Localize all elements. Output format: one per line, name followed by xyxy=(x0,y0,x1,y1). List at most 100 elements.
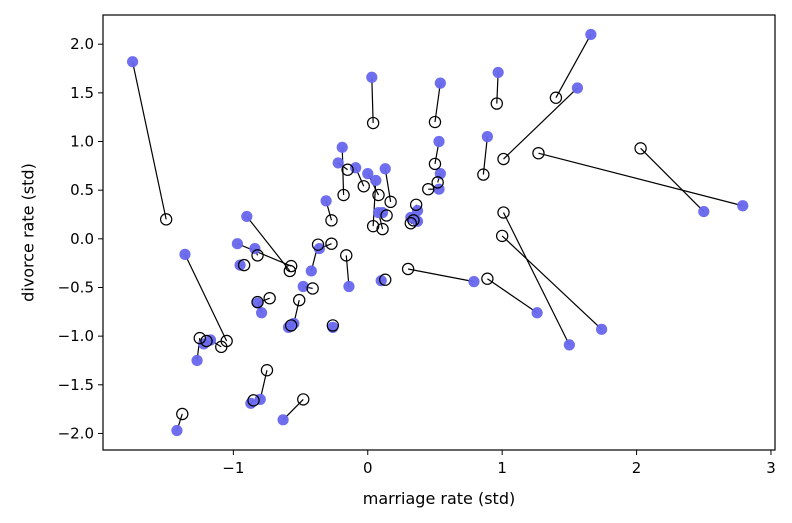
connector-line xyxy=(482,136,488,175)
y-tick-label: 1.5 xyxy=(70,84,94,102)
observed-point xyxy=(370,174,382,187)
x-tick-label: 3 xyxy=(766,459,776,477)
connector-line xyxy=(503,87,578,160)
y-tick-label: −2.0 xyxy=(58,424,94,442)
observed-point xyxy=(251,297,264,309)
predicted-point xyxy=(341,163,354,176)
predicted-point xyxy=(337,188,350,202)
observed-point xyxy=(596,323,608,335)
predicted-point xyxy=(200,334,213,348)
y-tick-label: 0.5 xyxy=(70,181,94,199)
predicted-point xyxy=(263,291,276,305)
observed-point xyxy=(379,163,391,175)
predicted-point xyxy=(340,249,353,262)
connector-line xyxy=(184,254,228,342)
predicted-point xyxy=(284,259,298,273)
y-tick-label: −1.0 xyxy=(58,327,94,345)
predicted-point xyxy=(422,182,435,196)
predicted-point xyxy=(237,258,251,272)
predicted-point xyxy=(372,188,385,202)
x-tick-label: 1 xyxy=(497,459,507,477)
predicted-point xyxy=(409,198,423,211)
predicted-point xyxy=(366,219,380,233)
predicted-point xyxy=(260,364,274,377)
predicted-point xyxy=(376,222,389,236)
predicted-point xyxy=(176,407,189,421)
predicted-point xyxy=(634,142,647,155)
observed-point xyxy=(126,56,139,68)
observed-point xyxy=(481,131,493,143)
predicted-point xyxy=(326,319,340,332)
predicted-point xyxy=(379,273,392,286)
connector-line xyxy=(555,34,592,99)
connector-line xyxy=(237,243,292,267)
connector-line xyxy=(131,61,167,220)
predicted-point xyxy=(325,237,338,250)
observed-point xyxy=(737,200,749,212)
observed-point xyxy=(468,276,480,288)
observed-point xyxy=(234,259,246,271)
predicted-points xyxy=(159,91,647,421)
connector-line xyxy=(640,147,705,213)
observed-point xyxy=(350,162,362,174)
x-tick-label: 2 xyxy=(632,459,642,477)
predicted-point xyxy=(428,157,442,171)
observed-point xyxy=(531,307,543,319)
y-tick-label: 0.0 xyxy=(70,230,94,248)
observed-point xyxy=(191,354,203,367)
x-tick-label: 0 xyxy=(363,459,373,477)
observed-point xyxy=(433,135,445,148)
observed-point xyxy=(571,82,584,94)
x-axis-label: marriage rate (std) xyxy=(363,489,515,508)
predicted-point xyxy=(357,180,370,193)
x-axis-ticks: −1 0 1 2 3 xyxy=(222,450,776,477)
predicted-point xyxy=(283,264,297,278)
observed-point xyxy=(585,28,597,41)
observed-point xyxy=(376,206,389,219)
observed-point xyxy=(332,157,344,169)
predicted-point xyxy=(215,340,228,354)
predicted-point xyxy=(401,262,415,276)
y-tick-label: −0.5 xyxy=(58,278,94,296)
predicted-point xyxy=(311,238,325,251)
predicted-point xyxy=(297,393,310,406)
connector-lines xyxy=(131,34,743,431)
observed-point xyxy=(179,248,191,260)
y-tick-label: 1.0 xyxy=(70,133,94,151)
predicted-point xyxy=(497,206,510,219)
predicted-point xyxy=(404,217,417,230)
y-axis-ticks: −2.0 −1.5 −1.0 −0.5 0.0 0.5 1.0 1.5 2.0 xyxy=(58,35,103,442)
predicted-point xyxy=(532,146,545,160)
predicted-point xyxy=(366,116,380,130)
predicted-point xyxy=(549,91,563,104)
connector-line xyxy=(434,83,441,123)
predicted-point xyxy=(495,229,509,243)
observed-point xyxy=(305,265,317,277)
connector-line xyxy=(538,152,743,207)
y-axis-label: divorce rate (std) xyxy=(19,163,38,302)
observed-point xyxy=(297,280,309,293)
connector-line xyxy=(407,268,475,283)
observed-point xyxy=(362,168,374,180)
observed-point xyxy=(698,205,710,218)
connector-line xyxy=(502,212,570,346)
predicted-point xyxy=(251,249,264,262)
predicted-point xyxy=(384,195,397,209)
observed-point xyxy=(343,280,355,293)
connector-line xyxy=(501,235,603,330)
predicted-point xyxy=(325,214,338,227)
connector-line xyxy=(487,278,538,314)
observed-point xyxy=(320,195,332,207)
predicted-point xyxy=(428,115,442,129)
observed-point xyxy=(336,141,348,153)
predicted-point xyxy=(251,295,264,309)
predicted-point xyxy=(481,272,494,285)
observed-point xyxy=(313,242,325,255)
observed-point xyxy=(375,275,387,287)
observed-point xyxy=(171,424,183,437)
predicted-point xyxy=(490,97,503,110)
predicted-point xyxy=(497,152,510,166)
plot-frame xyxy=(102,14,776,451)
x-tick-label: −1 xyxy=(222,459,244,477)
